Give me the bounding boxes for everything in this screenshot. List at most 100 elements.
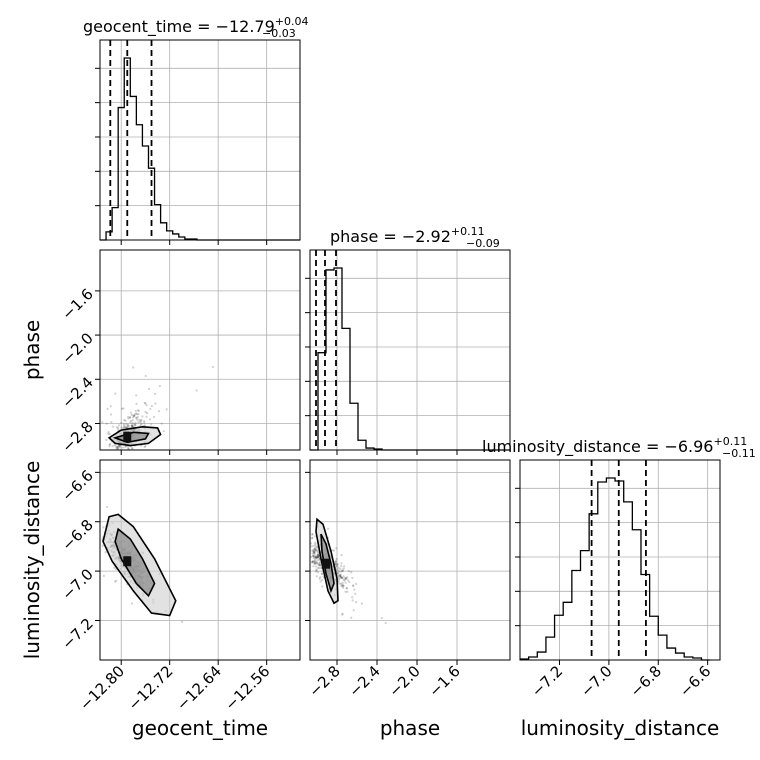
scatter-point [341, 585, 345, 588]
scatter-point [145, 415, 148, 418]
title-luminosity-distance-sub: −0.11 [722, 447, 756, 460]
scatter-point [337, 580, 340, 583]
scatter-point [312, 565, 315, 568]
contour-geocent_time-xtick-label: −12.80 [76, 662, 128, 714]
scatter-point [104, 551, 107, 554]
scatter-point [384, 621, 387, 625]
scatter-point [311, 552, 314, 555]
scatter-point [132, 366, 135, 369]
scatter-point [339, 567, 342, 570]
scatter-point [346, 590, 349, 593]
scatter-point [337, 569, 340, 572]
scatter-point [162, 429, 165, 433]
scatter-point [316, 553, 319, 556]
scatter-point [336, 565, 339, 568]
scatter-point [314, 549, 317, 552]
scatter-point [313, 547, 316, 551]
scatter-point [136, 409, 140, 412]
scatter-point [337, 566, 340, 569]
scatter-point [124, 445, 127, 449]
scatter-point [120, 421, 123, 425]
scatter-point [313, 562, 316, 565]
scatter-point [318, 577, 321, 580]
hist-luminosity_distance-xtick-label: −7.0 [577, 662, 615, 700]
scatter-point [313, 561, 316, 564]
scatter-point [341, 584, 345, 587]
scatter-point [350, 616, 353, 619]
scatter-point [120, 407, 124, 410]
scatter-point [316, 561, 319, 564]
scatter-point [134, 412, 138, 415]
histogram-geocent_time [95, 39, 301, 245]
scatter-point [334, 559, 338, 562]
scatter-point [351, 599, 354, 602]
scatter-point [345, 576, 348, 580]
scatter-point [317, 554, 320, 557]
scatter-point [145, 404, 148, 407]
scatter-point [118, 444, 121, 447]
scatter-point [122, 446, 125, 449]
scatter-point [316, 559, 319, 562]
scatter-point [320, 566, 323, 570]
scatter-point [311, 561, 314, 564]
scatter-point [131, 424, 134, 427]
scatter-point [123, 424, 126, 427]
scatter-point [355, 582, 358, 586]
scatter-point [116, 445, 120, 448]
scatter-point [347, 579, 350, 582]
scatter-point [310, 537, 313, 540]
scatter-point [338, 578, 341, 581]
scatter-point [110, 420, 113, 424]
scatter-point [337, 575, 340, 578]
scatter-point [132, 416, 135, 419]
histogram-phase [305, 249, 511, 455]
scatter-point [315, 548, 318, 551]
scatter-point [316, 555, 319, 558]
scatter-point [312, 548, 316, 551]
scatter-point [339, 574, 342, 578]
scatter-point [312, 550, 315, 553]
scatter-point [334, 563, 337, 566]
scatter-point [341, 612, 344, 615]
scatter-point [339, 573, 342, 576]
scatter-point [351, 596, 354, 599]
scatter-point [339, 576, 342, 579]
scatter-point [115, 579, 118, 582]
scatter-point [143, 421, 146, 424]
scatter-point [321, 585, 324, 588]
scatter-point [101, 421, 104, 424]
inner-contour [114, 527, 156, 598]
scatter-point [311, 560, 314, 564]
xlabel-luminosity-distance: luminosity_distance [521, 716, 720, 740]
scatter-point [351, 584, 355, 587]
scatter-point [340, 584, 344, 587]
scatter-point [315, 556, 319, 559]
ylabel-phase: phase [20, 320, 44, 380]
scatter-point [136, 413, 139, 416]
scatter-point [136, 415, 139, 419]
scatter-point [345, 587, 349, 590]
scatter-point [152, 415, 156, 419]
scatter-point [353, 588, 356, 591]
scatter-point [313, 560, 316, 563]
scatter-point [144, 445, 147, 448]
scatter-point [313, 559, 317, 562]
scatter-point [344, 590, 347, 593]
scatter-point [311, 560, 314, 563]
hist-luminosity_distance-xtick-label: −6.6 [676, 662, 714, 700]
scatter-point [340, 562, 343, 565]
scatter-point [343, 579, 346, 582]
scatter-point [126, 423, 129, 426]
scatter-point [315, 556, 318, 560]
scatter-point [335, 547, 338, 550]
scatter-point [108, 445, 111, 448]
scatter-point [113, 444, 116, 447]
scatter-point [135, 394, 138, 397]
scatter-point [338, 582, 341, 585]
density-peak [123, 556, 132, 567]
scatter-point [180, 620, 184, 623]
scatter-point [101, 544, 105, 547]
scatter-point [336, 563, 339, 566]
scatter-point [342, 575, 345, 578]
scatter-point [102, 574, 106, 577]
